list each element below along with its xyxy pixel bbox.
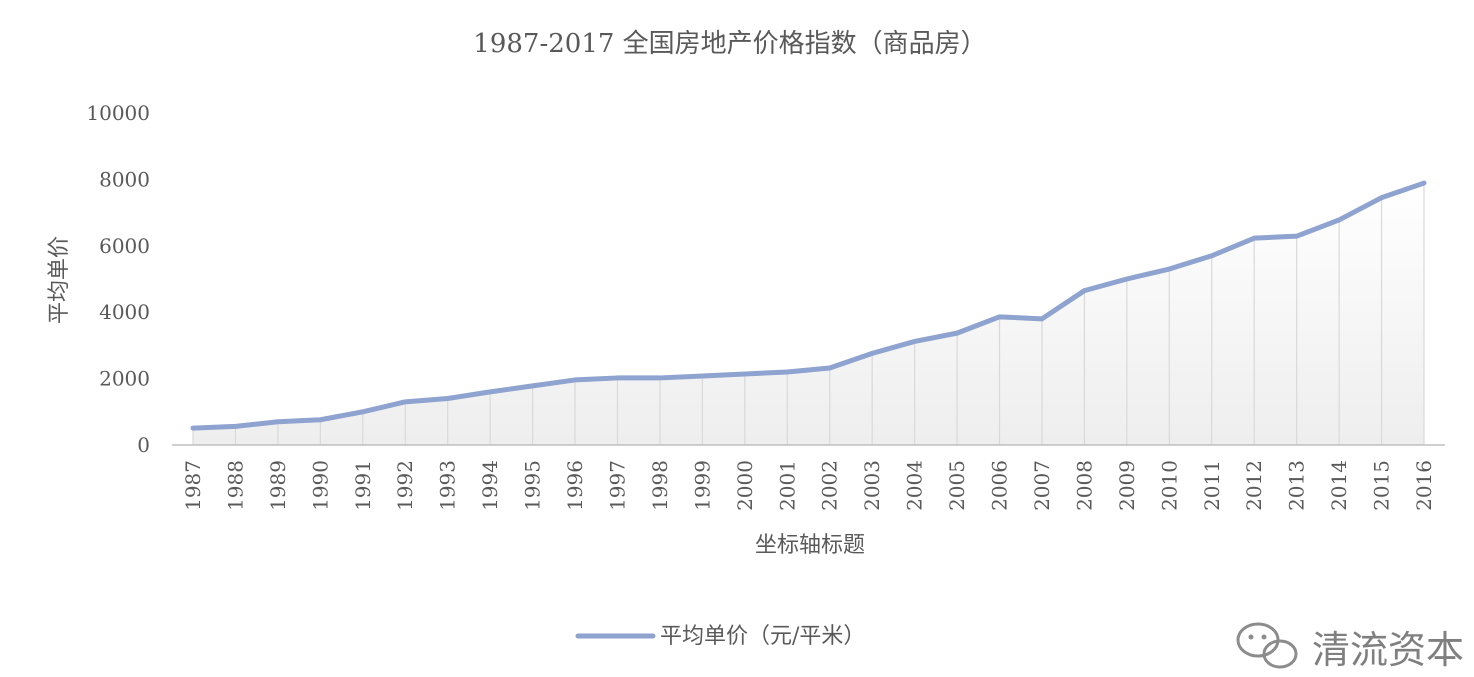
x-tick-label: 2010	[1157, 460, 1181, 511]
legend: 平均单价（元/平米）	[575, 624, 865, 649]
y-tick-label: 2000	[99, 367, 150, 391]
x-tick-label: 2004	[903, 460, 927, 511]
x-tick-label: 2003	[860, 460, 884, 511]
x-tick-label: 1994	[478, 460, 502, 511]
legend-label: 平均单价（元/平米）	[660, 624, 865, 649]
y-tick-label: 10000	[86, 101, 150, 125]
x-tick-label: 2012	[1242, 460, 1266, 511]
y-tick-label: 6000	[99, 234, 150, 258]
x-tick-label: 2006	[988, 460, 1012, 511]
y-axis-title: 平均单价	[47, 236, 72, 324]
x-tick-label: 2009	[1115, 460, 1139, 511]
x-tick-label: 1996	[563, 460, 587, 511]
x-tick-label: 2001	[775, 460, 799, 511]
chart-title: 1987-2017 全国房地产价格指数（商品房）	[473, 29, 986, 59]
y-tick-label: 4000	[99, 300, 150, 324]
x-tick-label: 2013	[1285, 460, 1309, 511]
x-tick-label: 2005	[945, 460, 969, 511]
x-tick-label: 1993	[436, 460, 460, 511]
x-tick-label: 1988	[223, 460, 247, 511]
x-tick-label: 2014	[1327, 460, 1351, 511]
x-tick-label: 1991	[351, 460, 375, 511]
series-line	[190, 180, 1427, 431]
x-tick-label: 1998	[648, 460, 672, 511]
x-tick-label: 1995	[521, 460, 545, 511]
x-tick-label: 1987	[181, 460, 205, 511]
wechat-icon	[1236, 622, 1298, 669]
watermark: 清流资本	[1236, 622, 1464, 672]
x-tick-label: 1992	[393, 460, 417, 511]
drop-lines	[192, 183, 1425, 445]
area-fill	[193, 183, 1424, 445]
x-tick-label: 1997	[605, 460, 629, 511]
x-tick-label: 2002	[818, 460, 842, 511]
y-tick-label: 0	[137, 433, 150, 457]
x-tick-label: 2016	[1412, 460, 1436, 511]
x-tick-label: 2011	[1200, 460, 1224, 511]
y-axis: 0 2000 4000 6000 8000 10000	[86, 101, 150, 457]
x-tick-label: 1990	[308, 460, 332, 511]
x-tick-label: 2015	[1370, 460, 1394, 511]
x-tick-label: 1989	[266, 460, 290, 511]
x-axis: 1987 1988 1989 1990 1991 1992 1993 1994 1995 1996…	[181, 460, 1436, 511]
y-tick-label: 8000	[99, 167, 150, 191]
x-tick-label: 2007	[1030, 460, 1054, 511]
x-tick-label: 2000	[733, 460, 757, 511]
x-tick-label: 2008	[1072, 460, 1096, 511]
x-tick-label: 1999	[690, 460, 714, 511]
watermark-text: 清流资本	[1312, 628, 1464, 672]
x-axis-title: 坐标轴标题	[755, 533, 865, 558]
